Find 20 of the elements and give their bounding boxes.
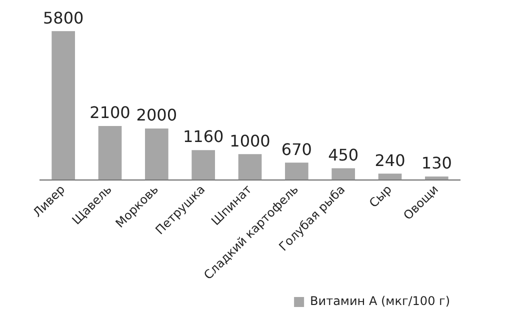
data-label: 450 [328, 145, 359, 164]
data-label: 2000 [136, 106, 178, 125]
data-label: 130 [421, 154, 452, 173]
bar [425, 176, 448, 180]
bar [145, 128, 168, 180]
bar [285, 162, 308, 180]
bar [238, 154, 262, 180]
bar [378, 174, 402, 180]
x-tick-label: Сыр [366, 182, 394, 210]
data-label: 2100 [90, 103, 130, 122]
bar [332, 168, 355, 180]
data-label: 240 [374, 150, 406, 170]
bar [98, 126, 122, 180]
data-label: 5800 [42, 8, 84, 28]
data-label: 1000 [230, 131, 270, 150]
legend-label: Витамин А (мкг/100 г) [310, 294, 450, 308]
bar [52, 31, 75, 180]
bar [192, 150, 215, 180]
data-label: 670 [281, 140, 312, 159]
data-label: 1160 [182, 127, 224, 146]
